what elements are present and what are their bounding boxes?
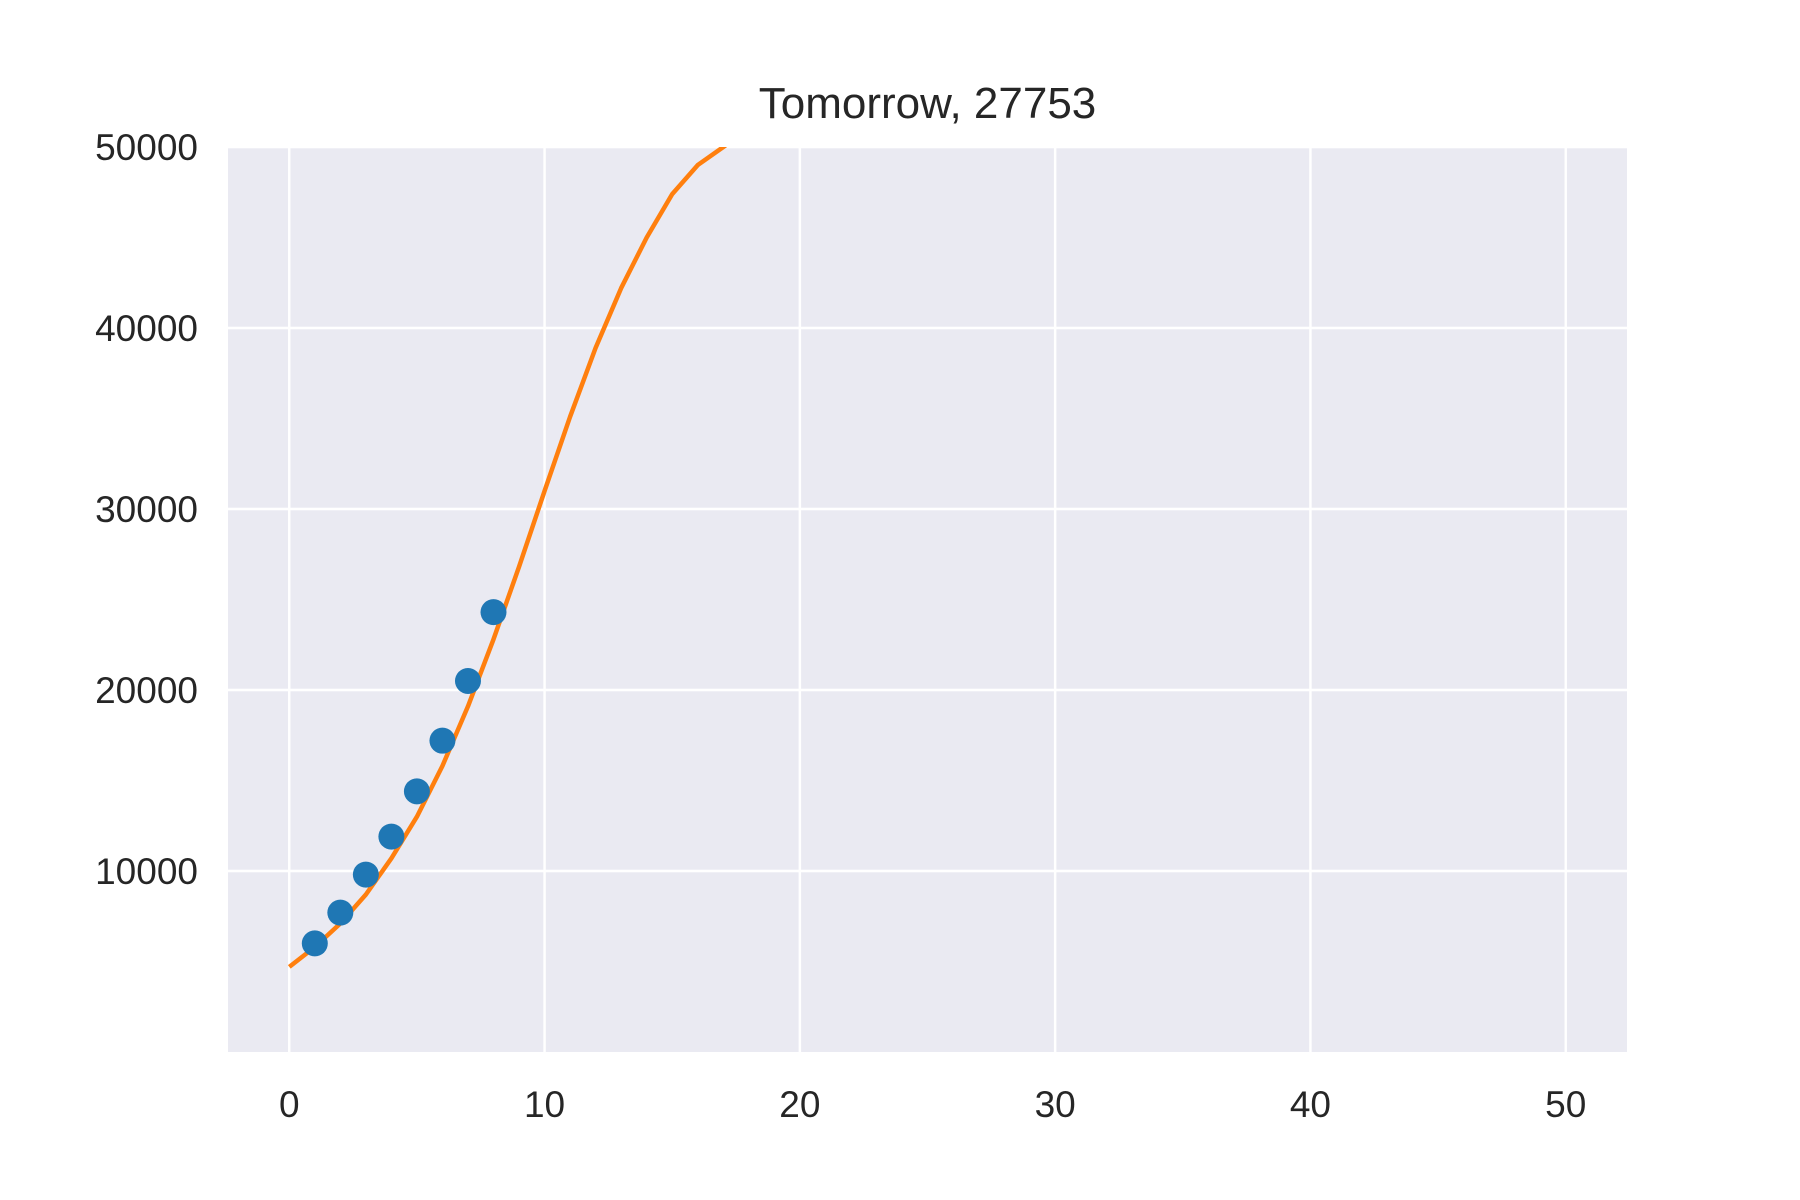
scatter-point bbox=[454, 667, 481, 694]
x-tick-label: 50 bbox=[1545, 1084, 1586, 1125]
x-tick-label: 40 bbox=[1290, 1084, 1331, 1125]
scatter-point bbox=[378, 823, 405, 850]
scatter-point bbox=[403, 778, 430, 805]
plot-area bbox=[228, 147, 1627, 1052]
fit-line-layer bbox=[287, 147, 728, 969]
x-tick-label: 10 bbox=[524, 1084, 565, 1125]
y-tick-label: 50000 bbox=[95, 127, 198, 168]
scatter-point bbox=[301, 930, 328, 957]
y-tick-label: 20000 bbox=[95, 670, 198, 711]
fit-line bbox=[287, 147, 728, 969]
x-axis-ticks: 0 10 20 30 40 50 bbox=[279, 1084, 1586, 1125]
scatter-point bbox=[429, 727, 456, 754]
x-tick-label: 0 bbox=[279, 1084, 300, 1125]
scatter-points bbox=[301, 599, 507, 957]
y-axis-ticks: 10000 20000 30000 40000 50000 bbox=[95, 127, 198, 892]
y-tick-label: 10000 bbox=[95, 851, 198, 892]
y-tick-label: 30000 bbox=[95, 489, 198, 530]
chart-title: Tomorrow, 27753 bbox=[759, 79, 1097, 128]
scatter-point bbox=[352, 861, 379, 888]
x-tick-label: 20 bbox=[779, 1084, 820, 1125]
grid bbox=[228, 145, 1627, 1052]
x-tick-label: 30 bbox=[1035, 1084, 1076, 1125]
y-tick-label: 40000 bbox=[95, 308, 198, 349]
scatter-point bbox=[327, 899, 354, 926]
scatter-point bbox=[480, 599, 507, 626]
